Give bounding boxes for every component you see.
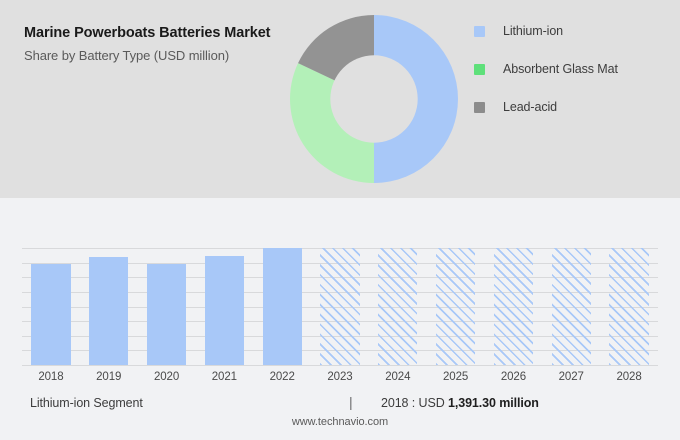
bar-series: [22, 248, 658, 365]
legend-swatch-lead-acid-icon: [474, 101, 485, 113]
bar-2022[interactable]: [262, 248, 302, 365]
legend-swatch-lithium-ion-icon: [474, 25, 485, 37]
footer-segment-label: Lithium-ion Segment: [30, 396, 143, 410]
legend-item-lead-acid[interactable]: Lead-acid: [474, 88, 674, 126]
donut-hole: [330, 55, 418, 143]
footer-value: 2018 : USD 1,391.30 million: [381, 396, 539, 410]
footer-separator: |: [349, 394, 353, 410]
x-axis-tick-2019: 2019: [96, 371, 122, 383]
footer-value-amount: 1,391.30 million: [448, 396, 539, 410]
forecast-bar-2025[interactable]: [435, 248, 476, 365]
bar-chart-plot-area: [22, 248, 658, 366]
bar-2019[interactable]: [89, 257, 129, 365]
page-subtitle: Share by Battery Type (USD million): [24, 48, 230, 64]
bar-slot-2021: [195, 248, 253, 365]
legend-label-lithium-ion: Lithium-ion: [503, 24, 564, 38]
x-axis-tick-2018: 2018: [38, 371, 64, 383]
bar-2021[interactable]: [204, 256, 244, 365]
legend-item-lithium-ion[interactable]: Lithium-ion: [474, 12, 674, 50]
x-axis-tick-2025: 2025: [443, 371, 469, 383]
bar-chart-panel: 2018 2019 2020 2021 2022 2023 2024 2025 2026 2027…: [0, 198, 680, 390]
title-block: Marine Powerboats Batteries Market Share…: [24, 24, 294, 65]
bar-slot-2027: [542, 248, 600, 365]
bar-2018[interactable]: [31, 264, 71, 365]
x-axis-tick-2022: 2022: [269, 371, 295, 383]
x-axis-tick-2023: 2023: [327, 371, 353, 383]
bar-slot-2026: [485, 248, 543, 365]
bar-slot-2028: [600, 248, 658, 365]
x-axis-tick-labels: 2018 2019 2020 2021 2022 2023 2024 2025 2026 2027…: [22, 365, 658, 389]
x-axis-tick-2028: 2028: [616, 371, 642, 383]
header-panel: Marine Powerboats Batteries Market Share…: [0, 0, 680, 198]
legend-label-absorbent-glass-mat: Absorbent Glass Mat: [503, 62, 618, 76]
forecast-bar-2024[interactable]: [378, 248, 418, 365]
bar-slot-2022: [253, 248, 311, 365]
donut-chart: [288, 13, 460, 185]
x-axis-tick-2026: 2026: [500, 371, 526, 383]
bar-slot-2025: [427, 248, 485, 365]
bar-slot-2023: [311, 248, 369, 365]
forecast-bar-2027[interactable]: [551, 248, 591, 365]
page-title: Marine Powerboats Batteries Market: [24, 25, 271, 41]
bar-2020[interactable]: [146, 264, 187, 365]
legend-label-lead-acid: Lead-acid: [503, 100, 558, 114]
legend: Lithium-ion Absorbent Glass Mat Lead-aci…: [474, 12, 674, 126]
forecast-bar-2023[interactable]: [320, 248, 360, 365]
bar-slot-2024: [369, 248, 427, 365]
legend-item-absorbent-glass-mat[interactable]: Absorbent Glass Mat: [474, 50, 674, 88]
forecast-bar-2026[interactable]: [493, 248, 534, 365]
bar-slot-2018: [22, 248, 80, 365]
footer-url: www.technavio.com: [291, 416, 389, 428]
x-axis-tick-2021: 2021: [211, 371, 237, 383]
bar-slot-2020: [138, 248, 196, 365]
footer: Lithium-ion Segment | 2018 : USD 1,391.3…: [0, 390, 680, 440]
legend-swatch-absorbent-glass-mat-icon: [474, 63, 485, 75]
footer-value-prefix: 2018 : USD: [381, 396, 448, 410]
x-axis-tick-2020: 2020: [153, 371, 180, 383]
bar-slot-2019: [80, 248, 138, 365]
forecast-bar-2028[interactable]: [609, 248, 649, 365]
x-axis-tick-2024: 2024: [385, 371, 411, 383]
x-axis-tick-2027: 2027: [558, 371, 584, 383]
donut-chart-svg: [290, 15, 458, 183]
